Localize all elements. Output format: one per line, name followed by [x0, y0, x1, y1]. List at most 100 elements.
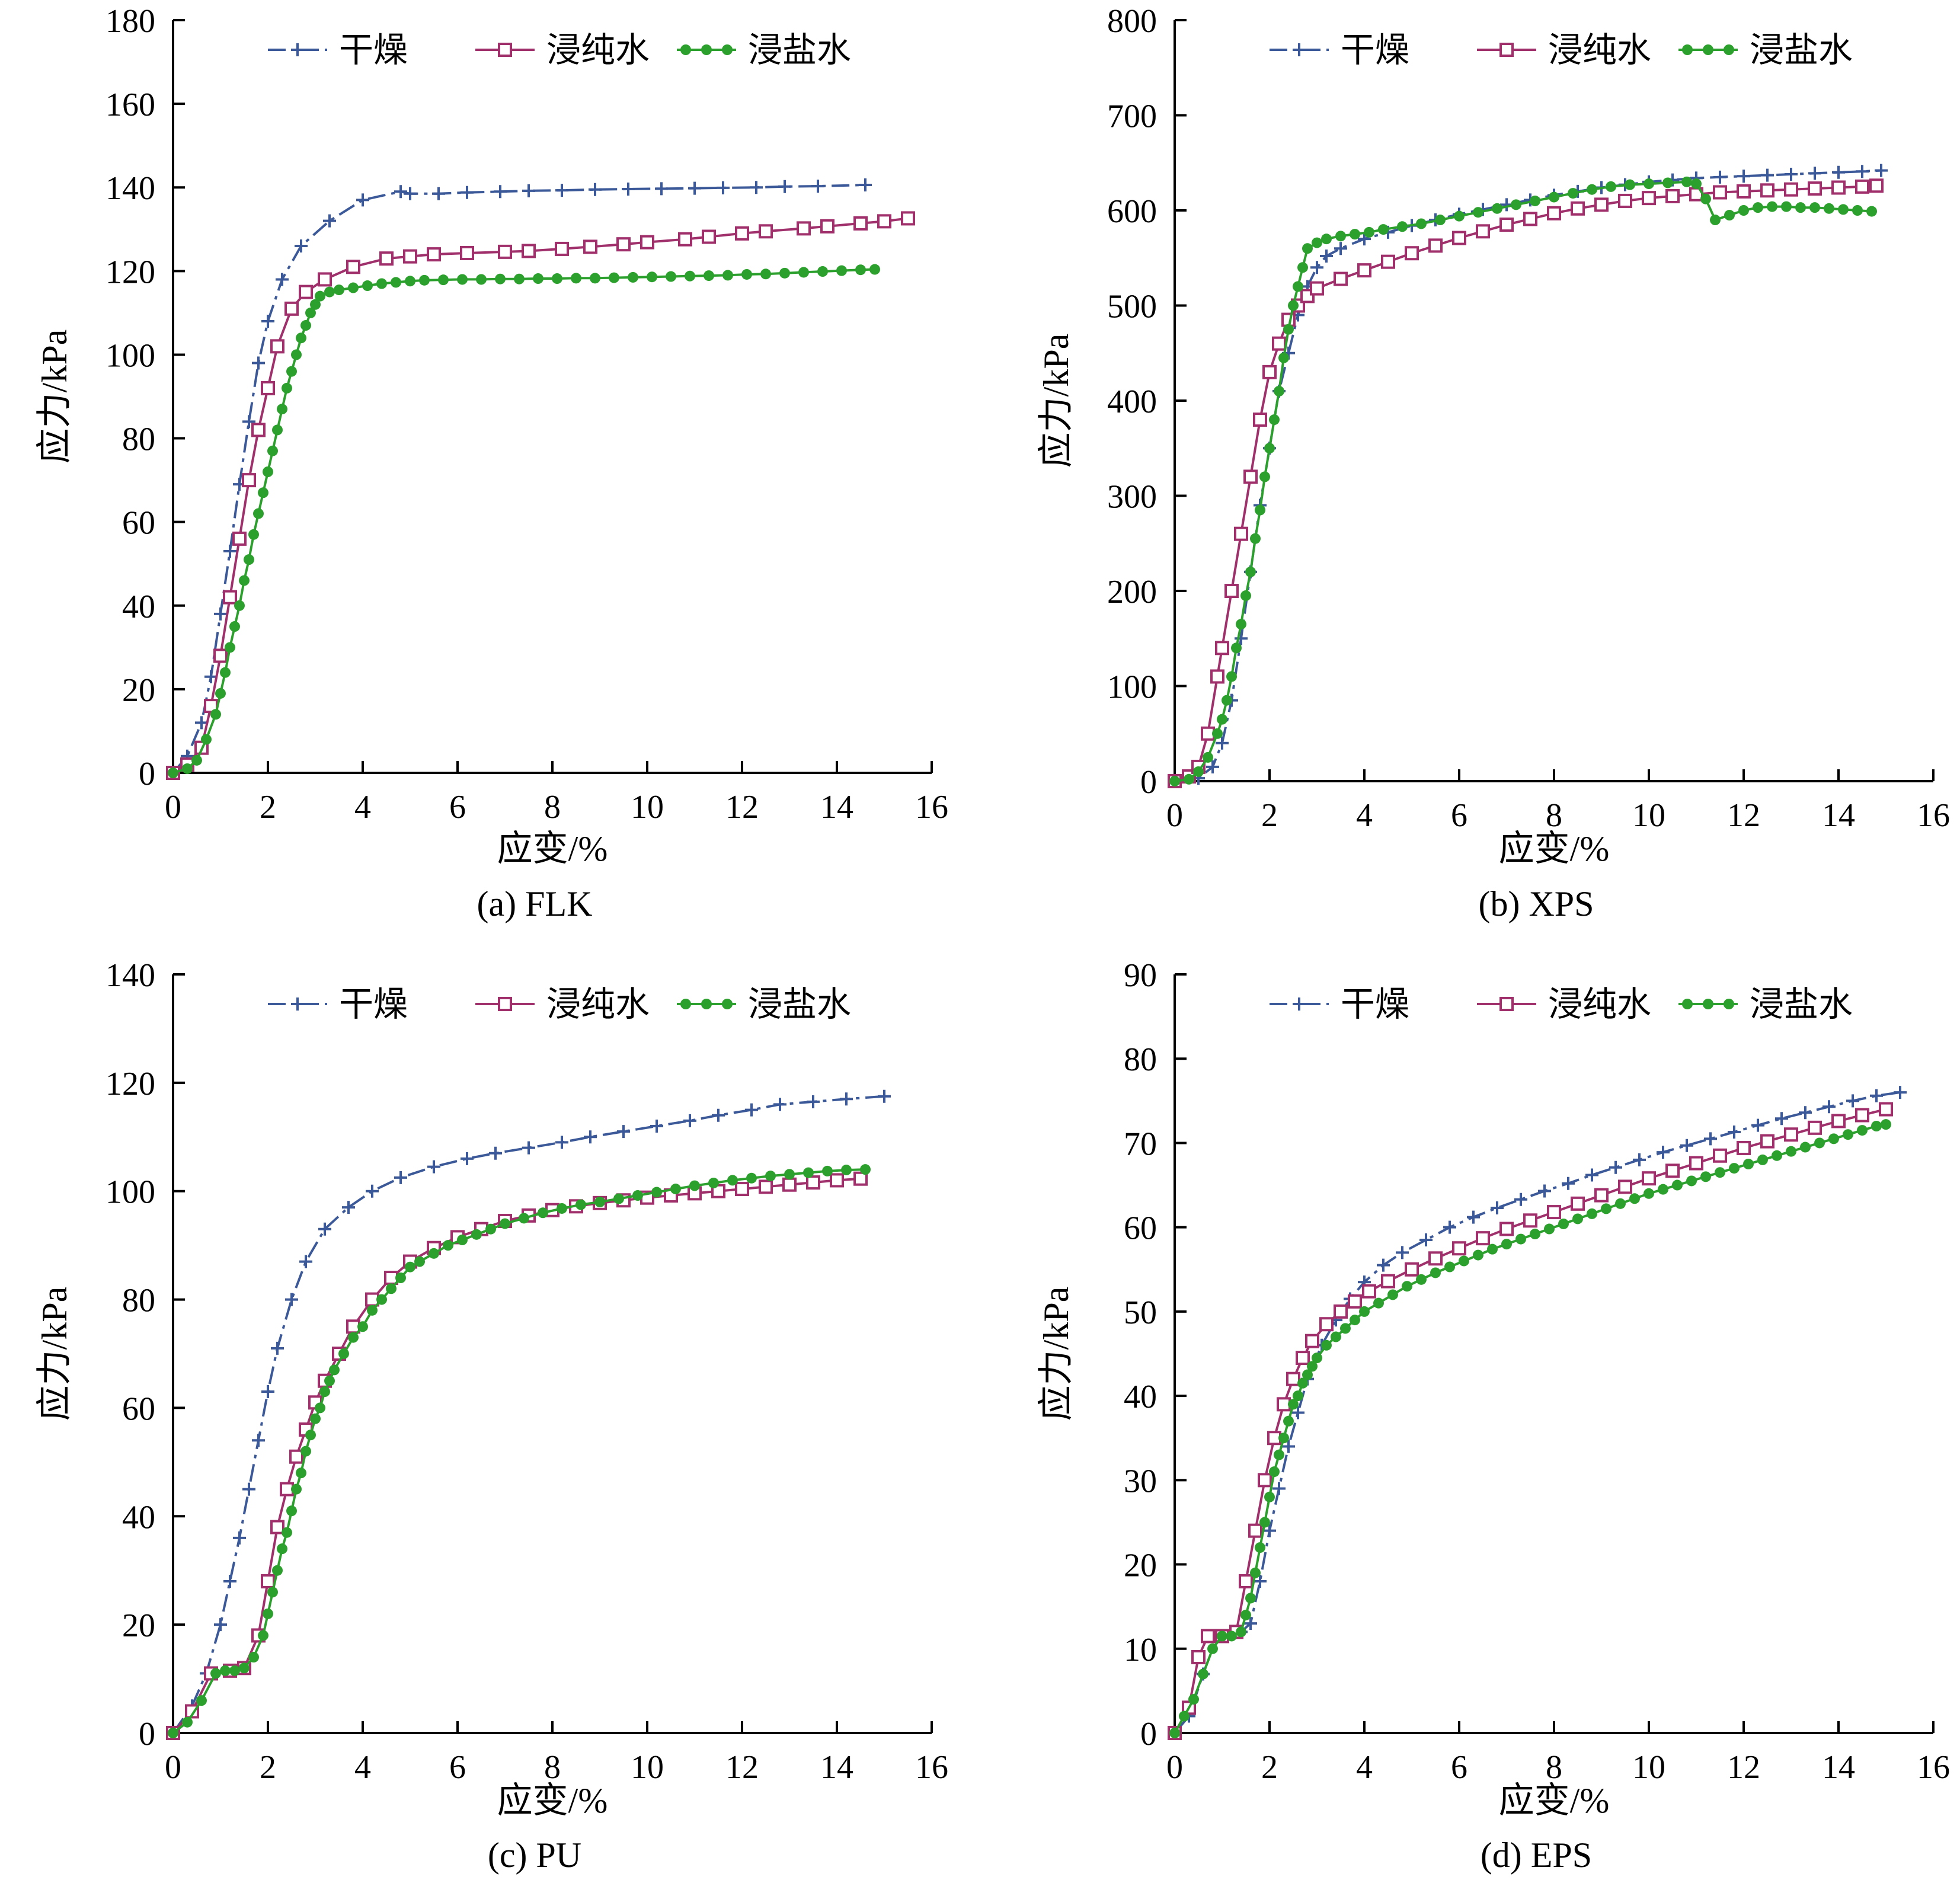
data-point [1515, 1233, 1526, 1245]
data-point [291, 1483, 302, 1495]
data-point [1633, 1153, 1646, 1166]
y-tick-label: 140 [105, 957, 155, 994]
data-point [1302, 1369, 1313, 1380]
data-point [1530, 1229, 1540, 1240]
data-point [460, 245, 474, 260]
data-point [1272, 336, 1286, 351]
y-tick-label: 700 [1107, 98, 1157, 135]
data-point [1234, 526, 1248, 541]
y-tick-label: 60 [1124, 1210, 1157, 1247]
data-point [376, 278, 387, 289]
data-point [1665, 188, 1680, 203]
data-point [1760, 183, 1774, 198]
legend-marker [722, 44, 733, 55]
data-point [1362, 1284, 1376, 1299]
data-point [1568, 188, 1578, 199]
legend-marker [291, 997, 304, 1011]
data-point [457, 274, 468, 285]
data-point [404, 187, 417, 200]
data-point [1875, 164, 1888, 177]
data-point [324, 1375, 335, 1386]
data-point [822, 1165, 833, 1176]
data-point [1215, 641, 1229, 656]
data-point [324, 286, 335, 298]
data-point [773, 1098, 786, 1111]
legend-marker [291, 43, 304, 56]
y-tick-label: 100 [1107, 669, 1157, 706]
data-point [239, 575, 250, 586]
data-point [427, 1160, 440, 1174]
data-point [1226, 671, 1237, 682]
data-point [318, 272, 332, 287]
data-point [395, 1272, 406, 1283]
y-tick-label: 40 [122, 1499, 155, 1536]
data-point [300, 320, 311, 331]
y-tick-label: 80 [122, 421, 155, 458]
legend-marker [722, 999, 733, 1009]
data-point [210, 1668, 221, 1679]
data-point [1419, 1233, 1433, 1246]
data-point [1824, 203, 1834, 214]
data-point [1278, 352, 1289, 363]
data-point [1405, 246, 1419, 261]
data-point [284, 301, 299, 316]
data-point [1243, 469, 1258, 484]
data-point [1264, 443, 1275, 454]
data-point [1179, 1710, 1190, 1722]
data-point [735, 1182, 749, 1197]
data-point [1831, 180, 1846, 195]
data-point [1307, 1361, 1318, 1372]
data-point [1629, 1193, 1640, 1204]
data-point [522, 244, 536, 258]
data-point [1523, 1213, 1537, 1228]
y-axis-label: 应力/kPa [35, 1287, 74, 1421]
data-point [419, 274, 430, 286]
series-0 [167, 178, 872, 779]
legend: 干燥 浸纯水 浸盐水 [268, 985, 851, 1024]
legend-marker [680, 999, 691, 1009]
data-point [220, 667, 231, 678]
data-point [1435, 215, 1446, 226]
x-tick-label: 8 [1546, 797, 1562, 834]
y-tick-label: 20 [122, 1607, 155, 1644]
data-point [1814, 1137, 1825, 1149]
data-point [1387, 1289, 1398, 1300]
data-point [1245, 1593, 1256, 1604]
legend-item: 浸盐水 [1678, 985, 1853, 1024]
data-point [727, 1175, 738, 1186]
x-tick-label: 2 [260, 1749, 276, 1786]
data-point [1808, 167, 1821, 180]
data-point [346, 260, 360, 274]
x-tick-label: 4 [1356, 1749, 1373, 1786]
data-point [685, 270, 695, 282]
data-point [1571, 201, 1585, 216]
data-point [251, 423, 266, 437]
data-point [1476, 224, 1490, 239]
data-point [310, 1413, 321, 1424]
data-point [223, 545, 236, 558]
data-point [244, 554, 254, 565]
panel-caption: (a) FLK [477, 884, 593, 923]
data-point [1594, 197, 1609, 212]
data-point [403, 249, 417, 264]
data-point [182, 763, 193, 774]
data-point [1473, 207, 1483, 218]
x-tick-label: 2 [260, 789, 276, 826]
x-tick-label: 12 [725, 789, 759, 826]
data-point [1188, 1694, 1199, 1705]
series-1 [166, 211, 915, 780]
data-point [1544, 1223, 1555, 1235]
data-point [318, 1222, 331, 1236]
y-tick-label: 120 [105, 1066, 155, 1102]
x-tick-label: 14 [1822, 1749, 1855, 1786]
data-point [305, 1430, 316, 1441]
data-point [282, 1527, 292, 1538]
legend-marker [1682, 44, 1693, 55]
data-point [853, 216, 868, 231]
data-point [1855, 179, 1869, 194]
data-point [223, 1575, 236, 1588]
x-tick-label: 8 [544, 789, 561, 826]
y-tick-label: 160 [105, 87, 155, 123]
data-point [1852, 205, 1863, 216]
series-2 [1169, 176, 1877, 786]
